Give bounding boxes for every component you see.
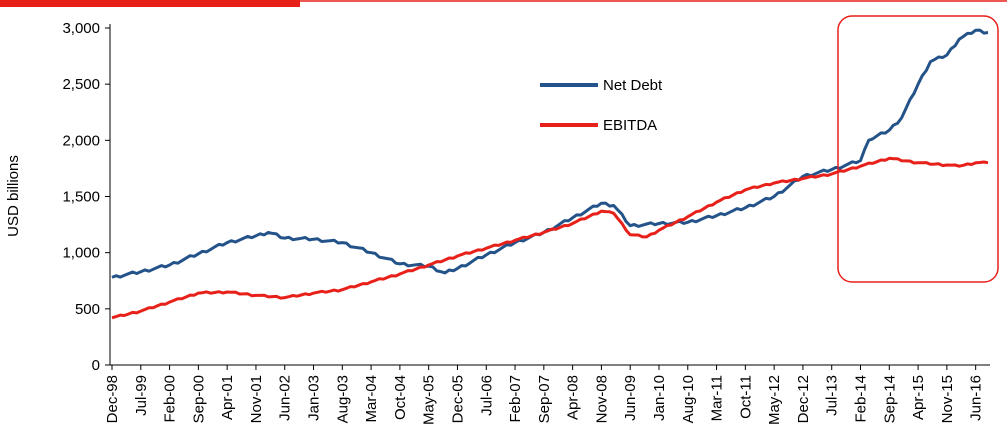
y-axis-label: USD billions (5, 155, 22, 237)
legend-label-ebitda: EBITDA (603, 117, 657, 134)
legend-label-net-debt: Net Debt (603, 77, 663, 94)
x-tick-label: Dec-98 (104, 375, 121, 423)
x-tick-label: Dec-12 (795, 375, 812, 423)
series-line-net-debt (111, 28, 989, 279)
x-tick-label: Oct-11 (737, 375, 754, 419)
y-tick-label: 2,500 (62, 76, 100, 93)
x-tick-label: May-12 (766, 375, 783, 425)
y-ticks: 0 500 1,000 1,500 2,000 2,500 3,000 (62, 20, 110, 374)
x-tick-label: Jan-03 (306, 375, 323, 421)
top-accent-bar (0, 0, 300, 7)
x-tick-label: Aug-03 (334, 375, 351, 423)
x-tick-label: Jul-99 (133, 375, 150, 416)
y-tick-label: 2,000 (62, 132, 100, 149)
y-tick-label: 3,000 (62, 20, 100, 37)
x-tick-label: Nov-15 (939, 375, 956, 423)
x-tick-label: Jun-16 (968, 375, 985, 421)
x-tick-label: Jan-10 (651, 375, 668, 421)
x-tick-label: Feb-07 (507, 375, 524, 423)
x-tick-label: Sep-07 (536, 375, 553, 423)
y-tick-label: 1,000 (62, 245, 100, 262)
x-tick-label: Mar-04 (363, 375, 380, 423)
x-tick-label: Sep-14 (881, 375, 898, 423)
y-tick-label: 0 (92, 357, 100, 374)
x-tick-label: Feb-00 (162, 375, 179, 423)
x-tick-label: Apr-08 (565, 375, 582, 420)
x-tick-label: Feb-14 (853, 375, 870, 423)
x-tick-label: May-05 (421, 375, 438, 425)
x-tick-label: Jun-09 (622, 375, 639, 421)
x-tick-label: Sep-00 (190, 375, 207, 423)
x-tick-label: Nov-08 (593, 375, 610, 423)
x-tick-label: Jul-13 (824, 375, 841, 416)
x-tick-label: Mar-11 (709, 375, 726, 421)
series-group (111, 28, 989, 320)
x-tick-label: Dec-05 (449, 375, 466, 423)
x-tick-label: Jun-02 (277, 375, 294, 421)
x-tick-label: Oct-04 (392, 375, 409, 420)
legend: Net Debt EBITDA (540, 77, 663, 134)
series-line-ebitda (111, 156, 989, 320)
x-tick-label: Apr-15 (910, 375, 927, 420)
x-tick-label: Aug-10 (680, 375, 697, 423)
y-tick-label: 500 (75, 301, 100, 318)
x-tick-label: Jul-06 (478, 375, 495, 416)
y-tick-label: 1,500 (62, 189, 100, 206)
highlight-box (837, 15, 999, 283)
x-tick-label: Nov-01 (248, 375, 265, 423)
x-tick-label: Apr-01 (219, 375, 236, 420)
x-ticks: Dec-98 Jul-99 Feb-00 Sep-00 Apr-01 Nov-01 Jun-… (104, 365, 985, 425)
